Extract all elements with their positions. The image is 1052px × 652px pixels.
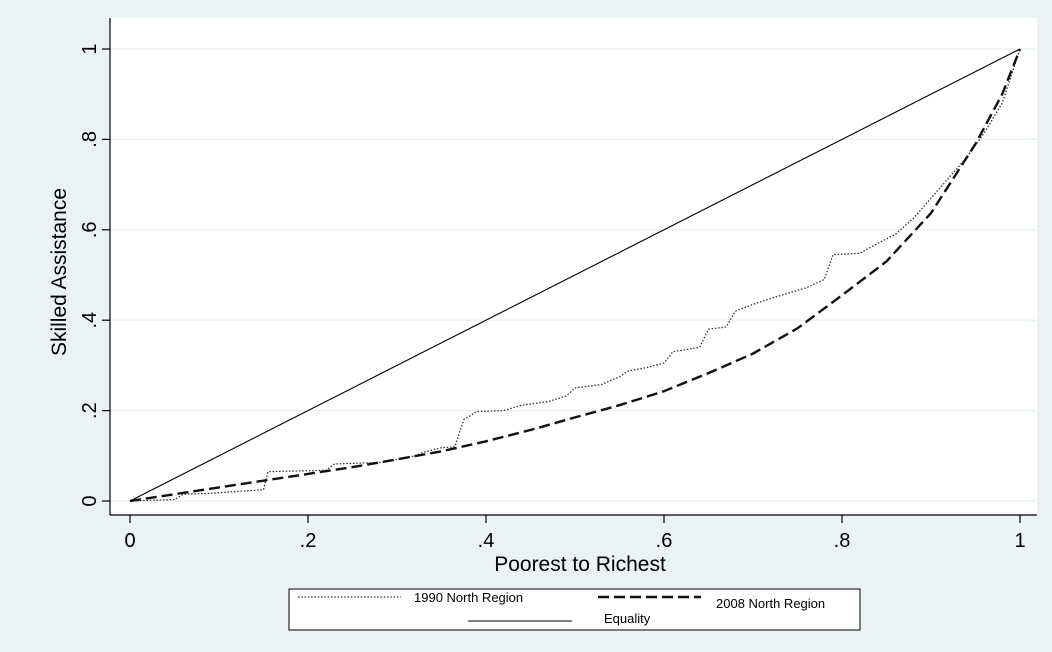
y-tick-label-2: .4 [79,312,101,329]
y-tick-label-0: 0 [79,495,101,506]
x-tick-label-0: 0 [124,530,135,552]
x-tick-label-1: .2 [300,530,317,552]
legend: 1990 North Region 2008 North Region Equa… [288,588,861,631]
axes [109,18,1037,516]
legend-box [288,588,861,631]
y-tick-label-4: .8 [79,131,101,148]
legend-label-1990: 1990 North Region [414,590,523,605]
y-tick-label-3: .6 [79,221,101,238]
series-line-1 [129,48,1022,503]
series-layer [129,48,1022,503]
y-axis-ticks: 0 .2 .4 .6 .8 1 [79,43,110,507]
y-tick-label-5: 1 [79,43,101,54]
x-tick-label-5: 1 [1014,530,1025,552]
y-axis-title: Skilled Assistance [48,188,71,356]
legend-label-2008: 2008 North Region [716,596,825,611]
x-axis-ticks: 0 .2 .4 .6 .8 1 [124,515,1026,552]
legend-label-equality: Equality [604,611,651,626]
gridlines [110,48,1037,502]
y-tick-label-1: .2 [79,402,101,419]
series-line-0 [129,48,1021,502]
x-tick-label-3: .6 [656,530,673,552]
x-tick-label-4: .8 [834,530,851,552]
x-axis-title: Poorest to Richest [494,553,666,576]
series-line-2 [129,48,1021,502]
x-tick-label-2: .4 [478,530,495,552]
